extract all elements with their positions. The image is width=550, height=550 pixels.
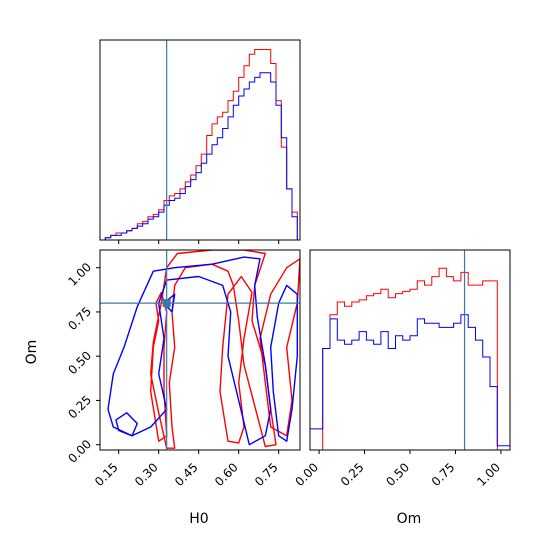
x-axis-label-H0: H0 <box>189 511 208 527</box>
hist-H0-frame <box>99 39 301 241</box>
contour-0 <box>149 250 277 449</box>
axis-labels: H0 Om Om <box>24 340 421 527</box>
x-axis-label-Om: Om <box>397 511 422 527</box>
contour-3 <box>259 258 300 437</box>
hist-H0-series-1 <box>100 72 298 241</box>
hist-Om-series-0 <box>310 267 510 451</box>
hist-Om-series-1 <box>309 314 511 450</box>
contour-frame <box>99 249 301 451</box>
hist-H0-panel <box>99 39 301 244</box>
contour-5 <box>115 412 139 437</box>
y-axis-label-Om: Om <box>24 340 40 365</box>
contour-1 <box>149 291 168 442</box>
contour-6 <box>270 284 298 442</box>
contour-4 <box>107 256 272 446</box>
contour-lines <box>107 250 300 449</box>
contour-2 <box>219 275 253 444</box>
truth-marker <box>162 299 171 308</box>
